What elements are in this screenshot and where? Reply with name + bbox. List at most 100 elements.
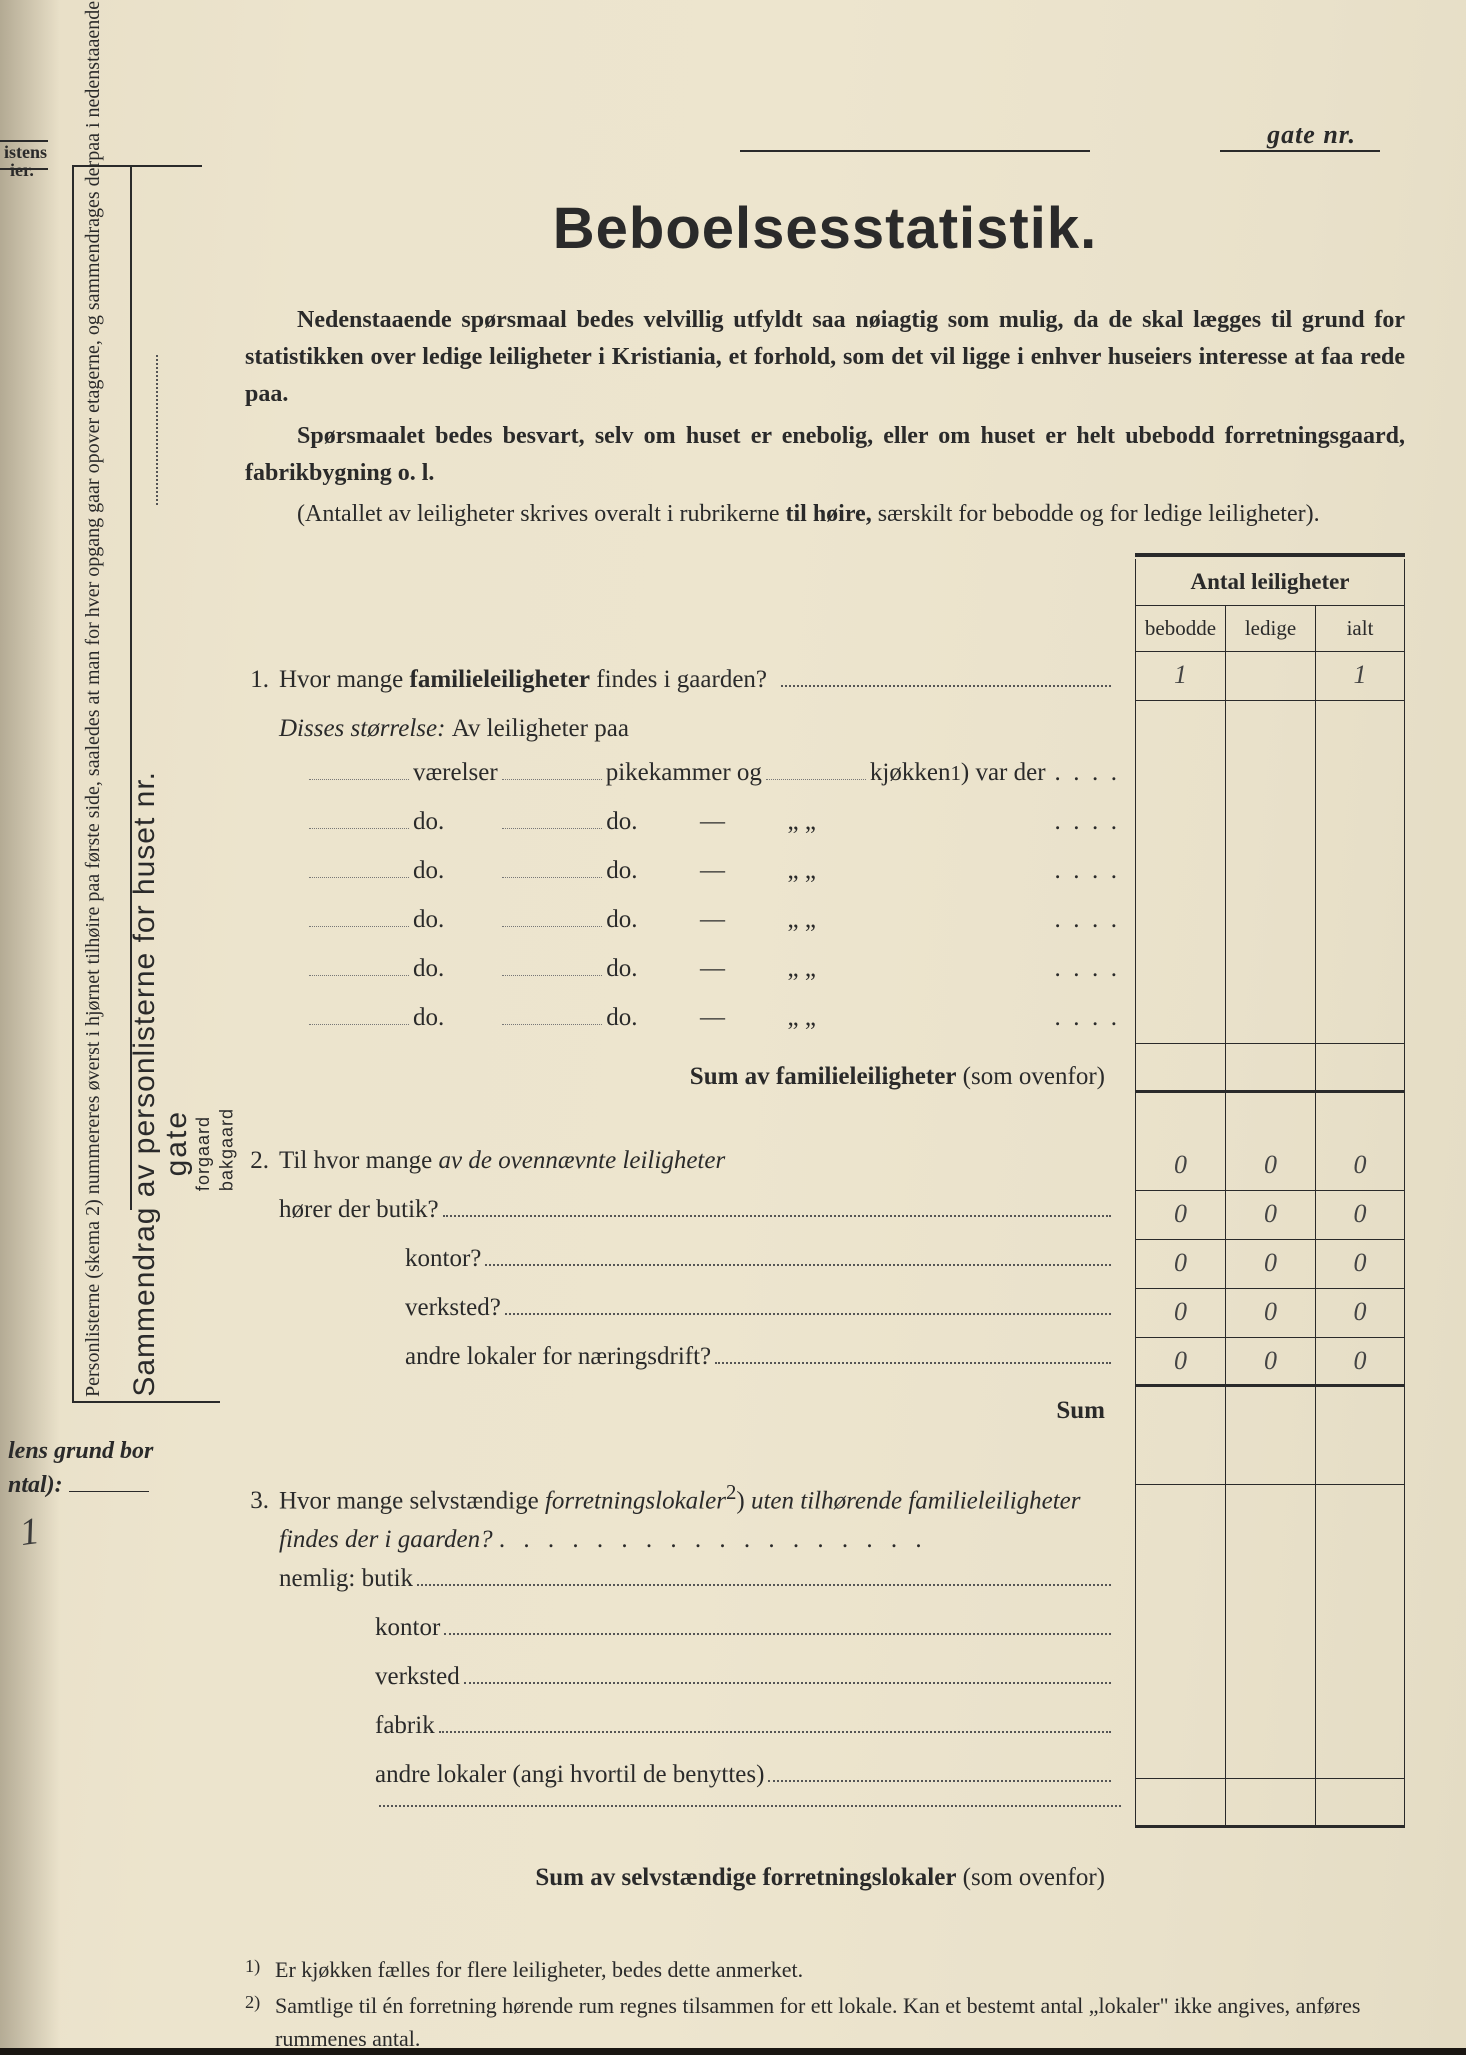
q1-sum-a: Sum av familieleiligheter <box>690 1063 957 1090</box>
table-row: 1 1 <box>1135 652 1405 701</box>
q3-l4: andre lokaler (angi hvortil de benyttes) <box>375 1756 764 1795</box>
col-bebodde: bebodde <box>1135 606 1225 651</box>
cell-bebodde: 1 <box>1135 652 1225 700</box>
table-row: 000 <box>1135 1289 1405 1338</box>
cell-ialt: 1 <box>1315 652 1405 700</box>
q2-row: kontor? <box>245 1240 1117 1289</box>
fn1-text: Er kjøkken fælles for flere leiligheter,… <box>275 1953 803 1989</box>
intro-p3a: (Antallet av leiligheter skrives overalt… <box>297 501 785 527</box>
q3-blank-row <box>245 1805 1117 1854</box>
q3-l3: fabrik <box>375 1707 435 1746</box>
table-row <box>1135 1681 1405 1730</box>
lbl-vardet: ) var der <box>961 759 1046 787</box>
q2-row: verksted? <box>245 1289 1117 1338</box>
footnote-2: 2) Samtlige til én forretning hørende ru… <box>245 1989 1405 2055</box>
q1-text-c: findes i gaarden? <box>590 666 767 693</box>
q3-l0: butik <box>362 1560 413 1599</box>
hline <box>72 1401 220 1403</box>
q3-sum: Sum av selvstændige forretningslokaler (… <box>245 1854 1117 1903</box>
table-row <box>1135 1534 1405 1583</box>
table-row <box>1135 1436 1405 1485</box>
strip-text: ier. <box>10 160 34 181</box>
table-subheader: bebodde ledige ialt <box>1135 606 1405 652</box>
q3-text-a: Hvor mange selvstændige <box>279 1487 545 1514</box>
table-row-sum: 000 <box>1135 1338 1405 1387</box>
q3-row: fabrik <box>245 1707 1117 1756</box>
table-row <box>1135 897 1405 946</box>
dotted-line <box>156 355 158 505</box>
intro-p3b: til høire, <box>785 501 871 527</box>
col-ledige: ledige <box>1225 606 1315 651</box>
sup-2: 2 <box>726 1480 736 1504</box>
q3-l1: kontor <box>375 1609 440 1648</box>
q1-num: 1. <box>245 661 279 700</box>
gate-underline-right <box>1220 150 1380 152</box>
q2-l2: verksted? <box>405 1289 501 1328</box>
size-row: do. do. — „ „. . . . <box>245 808 1117 857</box>
fn2-text: Samtlige til én forretning hørende rum r… <box>275 1989 1405 2055</box>
q1-sub-b: Av leiligheter paa <box>452 710 629 749</box>
size-row: do. do. — „ „. . . . <box>245 1004 1117 1053</box>
intro-p3c: særskilt for bebodde og for ledige leili… <box>872 501 1320 527</box>
vertical-summary-block: Sammendrag av personlisterne for huset n… <box>72 165 202 1405</box>
page-title: Beboelsesstatistik. <box>245 195 1405 262</box>
q2-l0: hører der butik? <box>279 1191 439 1230</box>
leader-dots <box>781 685 1111 687</box>
q1-subtitle: Disses størrelse: Av leiligheter paa <box>245 710 1117 759</box>
q3-row: nemlig: butik <box>245 1560 1117 1609</box>
grund-note: lens grund bor ntal): <box>8 1435 153 1502</box>
gate-vertical-label: gate <box>160 1110 194 1176</box>
question-body: 1. Hvor mange familieleiligheter findes … <box>245 553 1117 1903</box>
lbl-kjokken: kjøkken <box>870 759 951 787</box>
q3-sum-a: Sum av selvstændige forretningslokaler <box>535 1864 956 1891</box>
bakgaard-label: bakgaard <box>216 1108 236 1191</box>
q2-row: hører der butik? <box>245 1191 1117 1240</box>
q2-num: 2. <box>245 1142 279 1181</box>
table-row <box>1135 1632 1405 1681</box>
gate-vertical-sub: forgaard bakgaard <box>192 1108 239 1191</box>
q1-line: 1. Hvor mange familieleiligheter findes … <box>245 661 1117 710</box>
grund-a: lens grund bor <box>8 1438 153 1464</box>
q3-num: 3. <box>245 1482 279 1521</box>
size-row: do. do. — „ „. . . . <box>245 955 1117 1004</box>
table-row <box>1135 946 1405 995</box>
intro-p2: Spørsmaalet bedes besvart, selv om huset… <box>245 423 1405 486</box>
table-row <box>1135 995 1405 1044</box>
table-row <box>1135 750 1405 799</box>
cell-ledige <box>1225 652 1315 700</box>
fn2-num: 2) <box>245 1992 260 2012</box>
col-ialt: ialt <box>1315 606 1405 651</box>
document-page: istens ier. Sammendrag av personlisterne… <box>0 0 1466 2048</box>
footnotes: 1) Er kjøkken fælles for flere leilighet… <box>245 1943 1405 2055</box>
forgaard-label: forgaard <box>193 1116 213 1191</box>
table-row <box>1135 848 1405 897</box>
q1-text-a: Hvor mange <box>279 666 410 693</box>
table-row <box>1135 701 1405 750</box>
questionnaire: Antal leiligheter bebodde ledige ialt 1 … <box>245 553 1405 2055</box>
q3-l2: verksted <box>375 1658 460 1697</box>
table-row: 000 <box>1135 1142 1405 1191</box>
size-row: do. do. — „ „. . . . <box>245 857 1117 906</box>
sidebar-subtitle: Personlisterne (skema 2) nummereres øver… <box>82 177 105 1397</box>
q3-sum-b: (som ovenfor) <box>956 1864 1105 1891</box>
vline <box>72 165 74 1401</box>
table-row <box>1135 1485 1405 1534</box>
lbl-vaerelser: værelser <box>413 759 498 787</box>
size-row: værelser pikekammer og kjøkken 1) var de… <box>245 759 1117 808</box>
q1-sub-a: Disses størrelse: <box>279 710 445 749</box>
fn1-num: 1) <box>245 1956 260 1976</box>
q3-row: verksted <box>245 1658 1117 1707</box>
size-row: do. do. — „ „. . . . <box>245 906 1117 955</box>
table-row-sum <box>1135 1044 1405 1093</box>
table-row <box>1135 1387 1405 1436</box>
q2-text-a: Til hvor mange <box>279 1147 439 1174</box>
sup-1: 1 <box>950 761 960 786</box>
q3-row: andre lokaler (angi hvortil de benyttes) <box>245 1756 1117 1805</box>
lbl-pikekammer: pikekammer og <box>606 759 762 787</box>
table-row <box>1135 1093 1405 1142</box>
q1-text-b: familieleiligheter <box>410 666 590 693</box>
table-row <box>1135 1730 1405 1779</box>
intro-p1: Nedenstaaende spørsmaal bedes velvillig … <box>245 307 1405 407</box>
q3-line: 3. Hvor mange selvstændige forretningslo… <box>245 1476 1117 1560</box>
q2-text-b: av de ovennævnte leiligheter <box>439 1147 726 1174</box>
